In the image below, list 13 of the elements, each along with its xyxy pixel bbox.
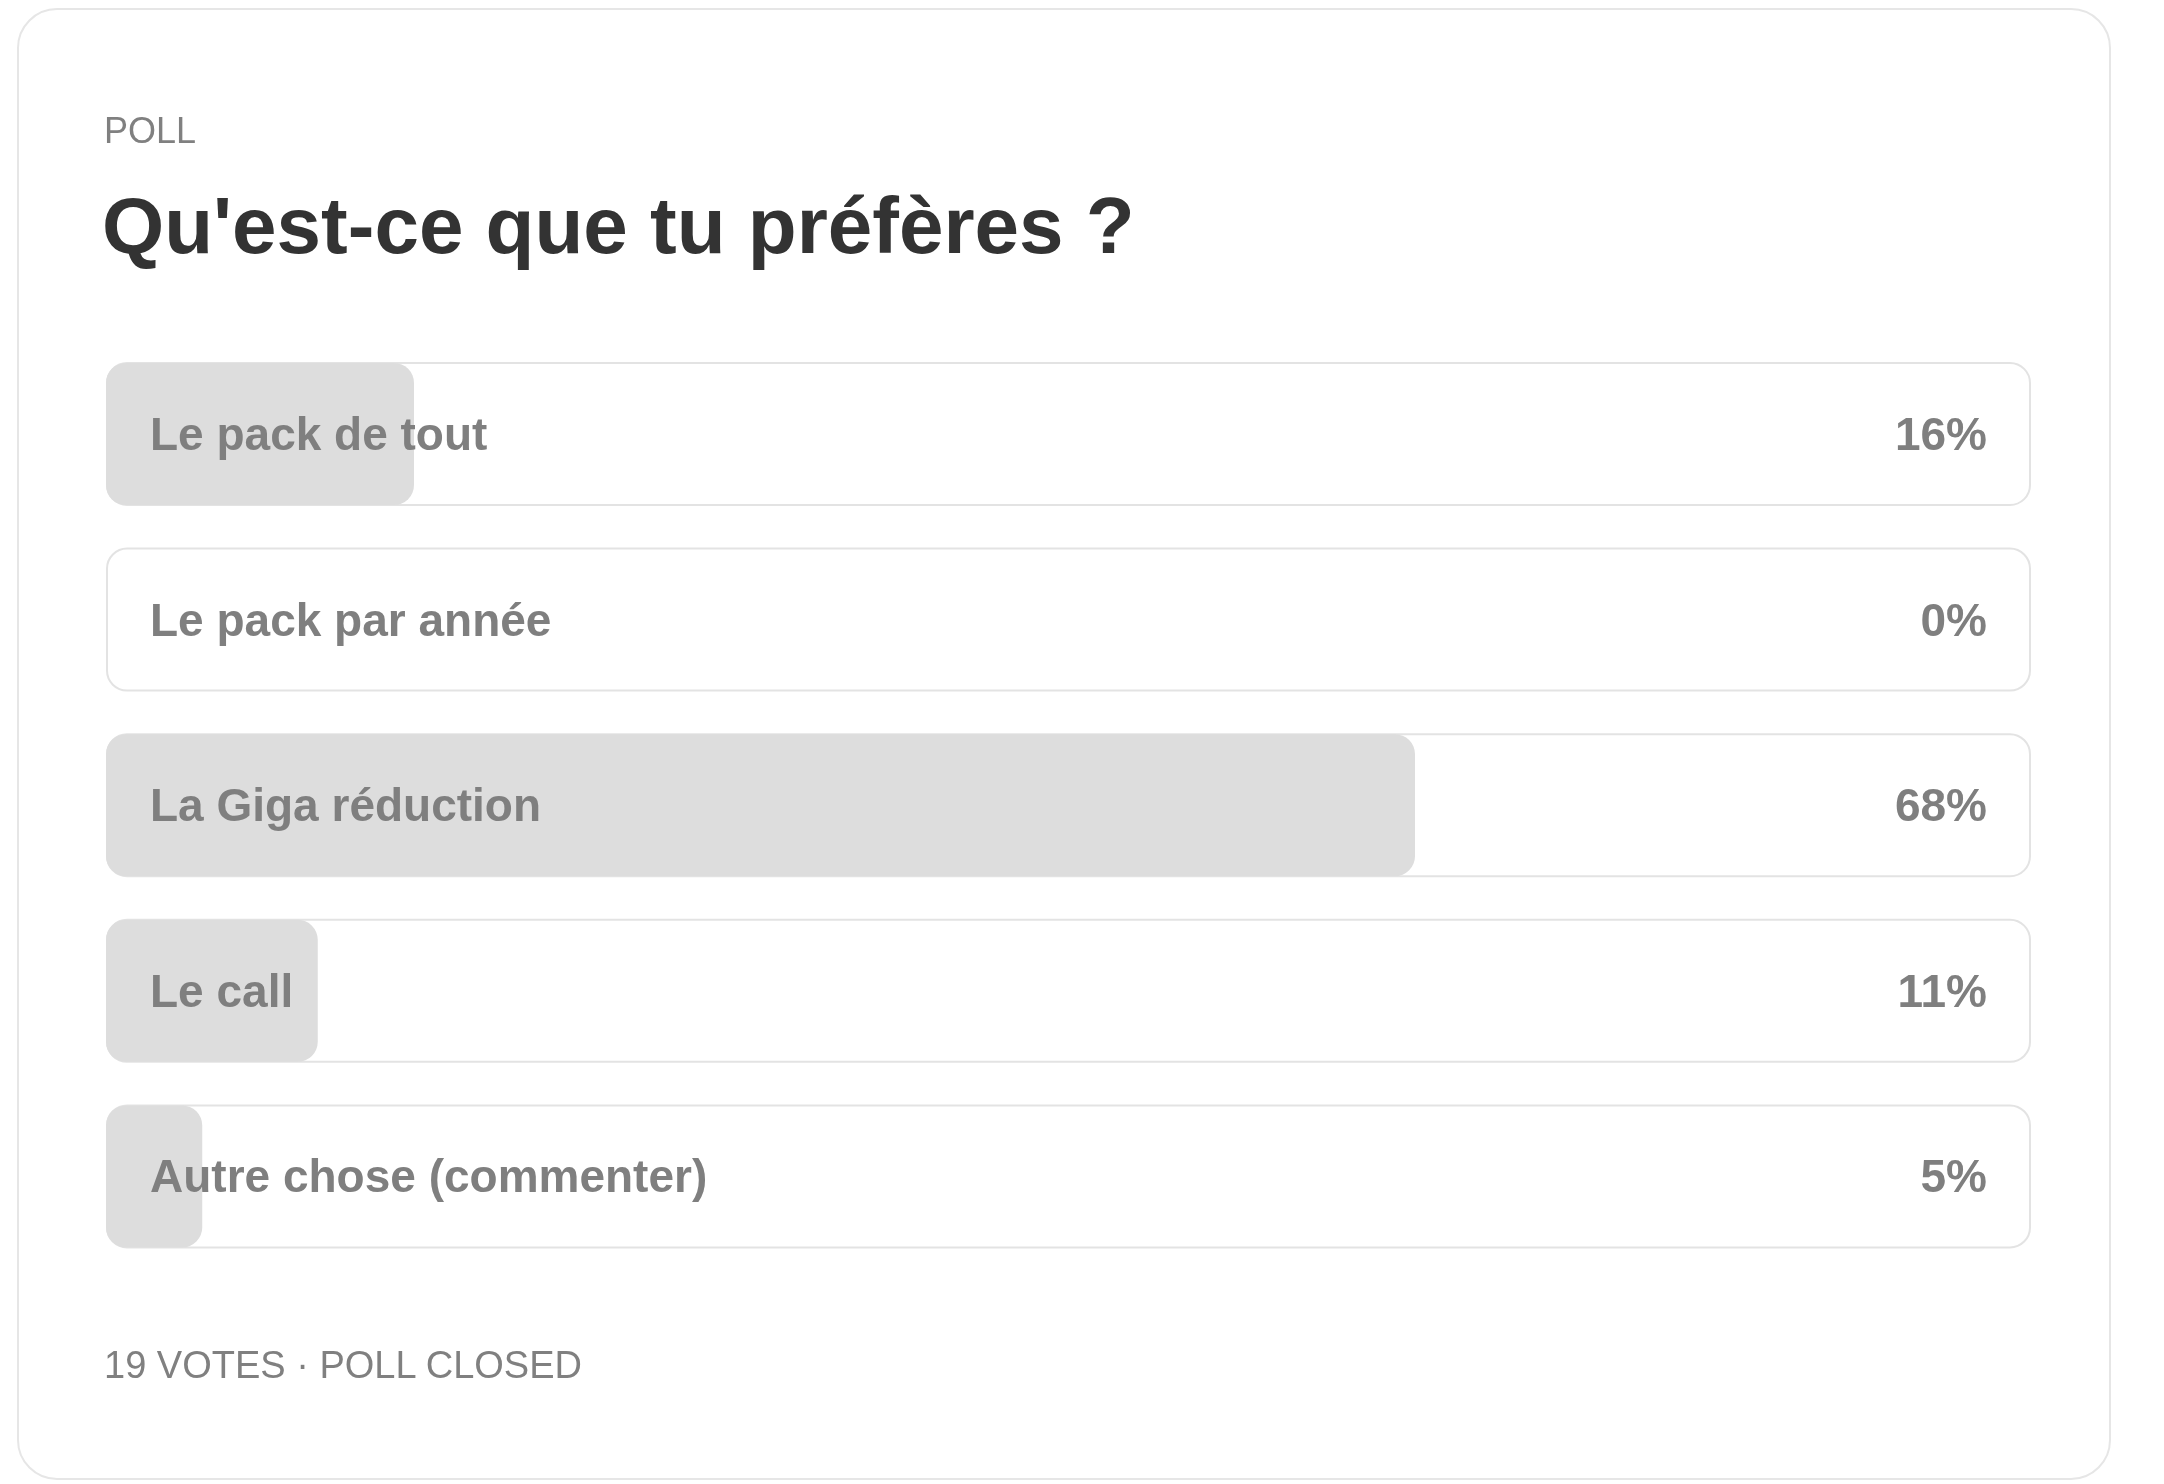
y-tick-label: Le call <box>150 964 294 1017</box>
data-label: 5% <box>1920 1150 1987 1203</box>
y-tick-label: La Giga réduction <box>150 779 542 832</box>
y-tick-label: Le pack de tout <box>150 408 488 460</box>
text: 19 VOTES · POLL CLOSED <box>104 1344 582 1387</box>
data-label: 0% <box>1920 593 1987 646</box>
y-tick-label: Autre chose (commenter) <box>150 1150 708 1203</box>
data-label: 16% <box>1894 408 1987 460</box>
data-label: 11% <box>1897 964 1987 1017</box>
chart-subtitle: POLL <box>104 110 197 152</box>
y-tick-label: Le pack par année <box>150 593 552 646</box>
data-label: 68% <box>1894 779 1987 832</box>
chart-title: Qu'est-ce que tu préfères ? <box>102 180 1135 272</box>
